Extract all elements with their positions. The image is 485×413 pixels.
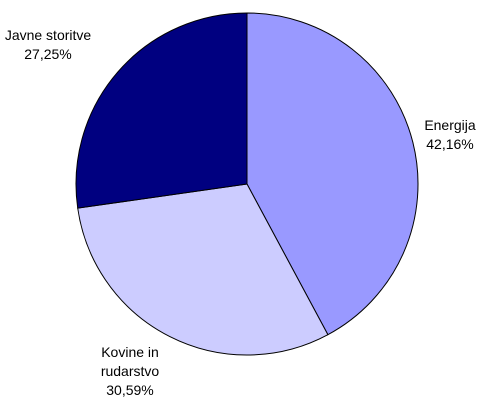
pie-slices (75, 12, 419, 356)
slice-category-label: Kovine in (101, 344, 159, 360)
slice-category-label: Energija (424, 117, 476, 133)
slice-category-label: rudarstvo (101, 363, 160, 379)
slice-label-0: Energija 42,16% (424, 117, 476, 152)
slice-label-2: Javne storitve 27,25% (5, 27, 92, 62)
slice-category-label: Javne storitve (5, 27, 92, 43)
pie-labels: Energija 42,16% Kovine in rudarstvo 30,59% Ja… (5, 27, 476, 398)
slice-value-label: 27,25% (24, 46, 71, 62)
pie-slice-0 (246, 12, 419, 336)
slice-value-label: 30,59% (106, 382, 153, 398)
slice-value-label: 42,16% (426, 136, 473, 152)
pie-slice-1 (77, 183, 329, 356)
pie-slice-2 (75, 12, 248, 209)
slice-label-1: Kovine in rudarstvo 30,59% (101, 344, 160, 398)
